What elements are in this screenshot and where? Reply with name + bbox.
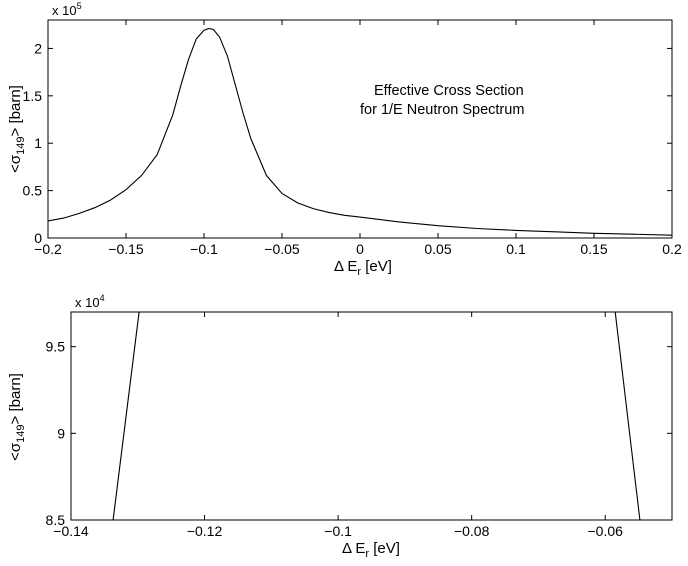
top-x-tick-label: −0.15 — [108, 241, 144, 257]
annotation-line-2: for 1/E Neutron Spectrum — [360, 102, 524, 118]
top-y-multiplier: x 105 — [52, 1, 82, 18]
bottom-x-tick-label: −0.1 — [324, 523, 352, 539]
top-y-multiplier-exponent: 5 — [77, 1, 82, 11]
top-x-tick-label: 0.2 — [662, 241, 682, 257]
bottom-plot-frame — [70, 311, 673, 521]
bottom-y-multiplier-base: x 10 — [75, 295, 100, 310]
bottom-series-line-left — [112, 311, 140, 521]
top-x-tick-label: −0.2 — [34, 241, 62, 257]
bottom-y-tick-label: 8.5 — [46, 512, 66, 528]
bottom-y-axis-label: <σ149> [barn] — [7, 373, 27, 461]
top-x-tick-label: −0.1 — [190, 241, 218, 257]
bottom-y-tick-label: 9.5 — [46, 339, 66, 355]
top-ticks: −0.2 −0.15 −0.1 −0.05 0 0.05 0.1 0.15 0.2 0 0.5 1 1.… — [23, 20, 682, 257]
top-x-axis-label: Δ Er [eV] — [334, 258, 392, 278]
top-y-tick-label: 2 — [34, 40, 42, 56]
bottom-ticks: −0.14 −0.12 −0.1 −0.08 −0.06 8.5 9 9.5 — [46, 312, 672, 539]
top-y-tick-label: 1 — [34, 135, 42, 151]
top-series-line — [47, 27, 673, 236]
bottom-plot: −0.14 −0.12 −0.1 −0.08 −0.06 8.5 9 9.5 x 104 Δ … — [7, 293, 673, 560]
bottom-x-tick-label: −0.08 — [454, 523, 490, 539]
bottom-series-line-right — [614, 311, 641, 521]
bottom-x-axis-label: Δ Er [eV] — [342, 540, 400, 560]
bottom-x-tick-label: −0.06 — [588, 523, 624, 539]
top-y-tick-label: 0 — [34, 230, 42, 246]
top-x-tick-label: 0.1 — [506, 241, 526, 257]
top-x-tick-label: 0.15 — [580, 241, 607, 257]
top-x-tick-label: −0.05 — [264, 241, 300, 257]
top-y-tick-label: 0.5 — [23, 183, 43, 199]
top-x-tick-label: 0 — [356, 241, 364, 257]
bottom-x-tick-label: −0.12 — [187, 523, 223, 539]
top-x-tick-label: 0.05 — [424, 241, 451, 257]
bottom-y-multiplier-exponent: 4 — [100, 293, 105, 303]
top-plot-frame — [47, 19, 673, 239]
bottom-y-multiplier: x 104 — [75, 293, 105, 310]
annotation-line-1: Effective Cross Section — [374, 83, 524, 99]
bottom-y-tick-label: 9 — [57, 425, 65, 441]
top-y-tick-label: 1.5 — [23, 88, 43, 104]
bottom-x-tick-label: −0.14 — [53, 523, 89, 539]
bottom-series-lines — [112, 311, 641, 521]
top-y-multiplier-base: x 10 — [52, 3, 77, 18]
top-plot: −0.2 −0.15 −0.1 −0.05 0 0.05 0.1 0.15 0.2 0 0.5 1 1.… — [7, 1, 682, 278]
top-y-axis-label: <σ149> [barn] — [7, 85, 27, 173]
